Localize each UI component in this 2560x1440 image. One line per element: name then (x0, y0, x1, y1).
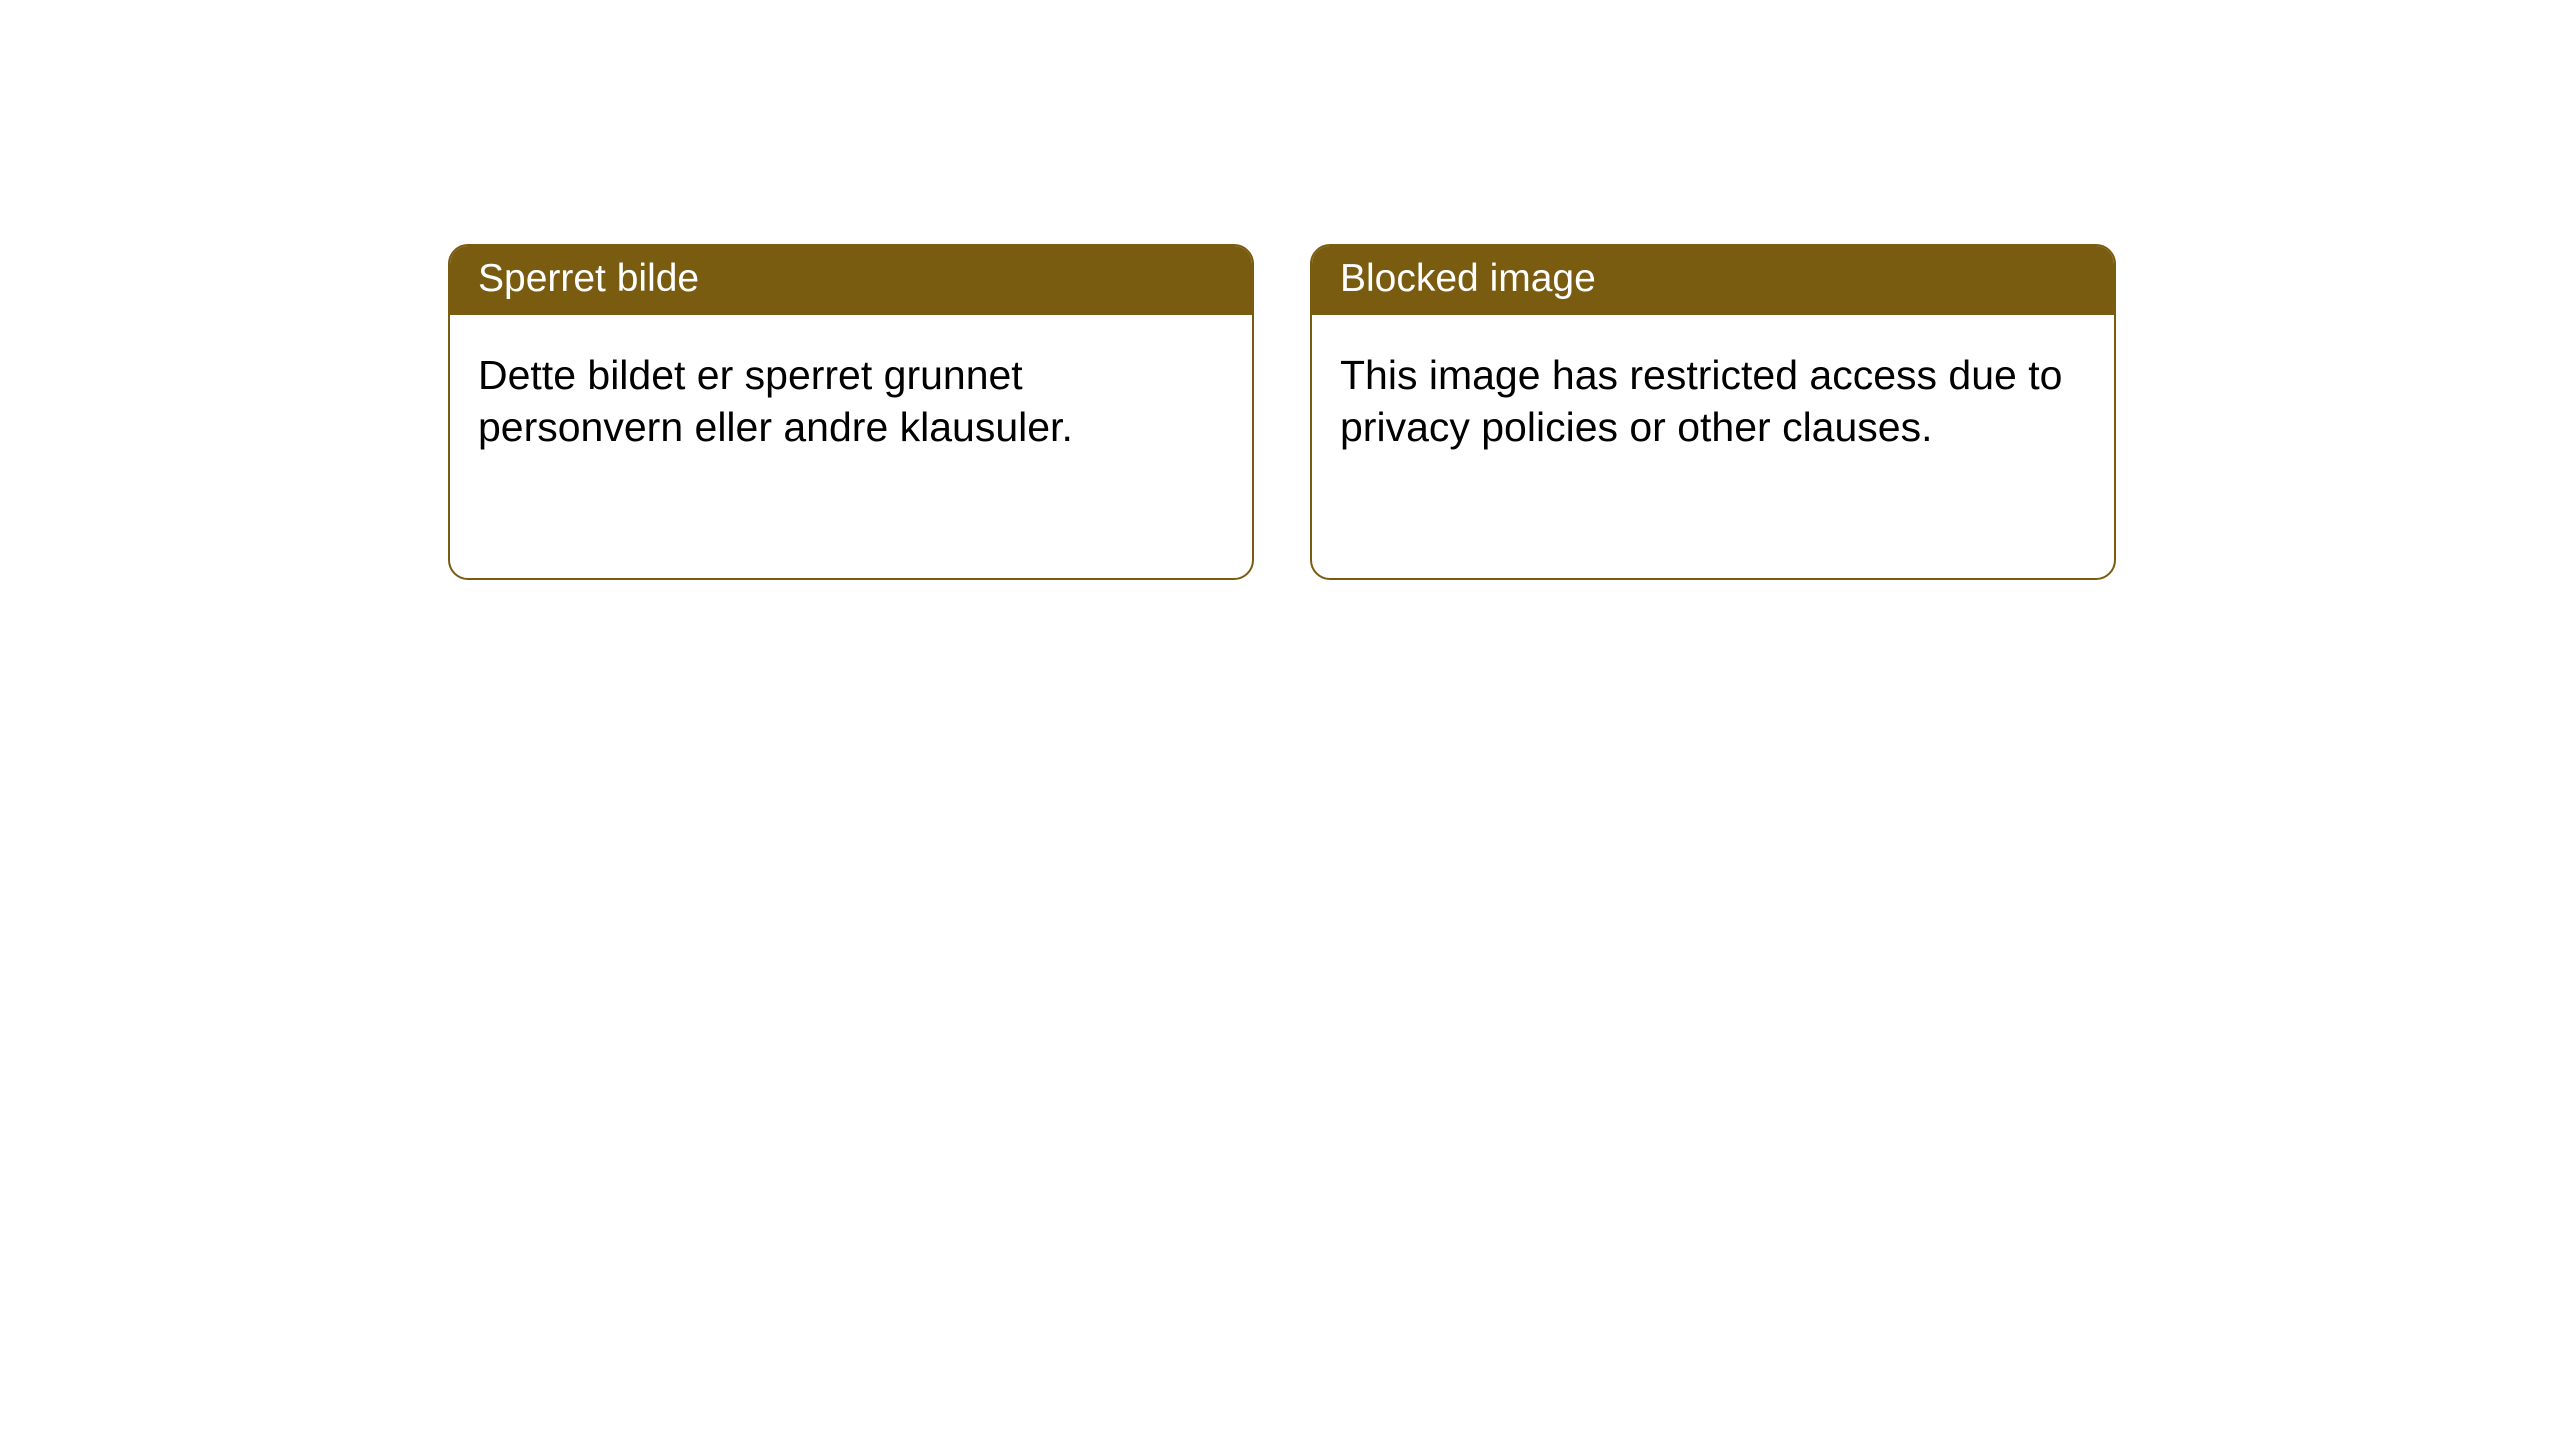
notice-body: This image has restricted access due to … (1312, 315, 2114, 482)
notice-container: Sperret bilde Dette bildet er sperret gr… (0, 0, 2560, 580)
notice-card-english: Blocked image This image has restricted … (1310, 244, 2116, 580)
notice-header: Sperret bilde (450, 246, 1252, 315)
notice-header: Blocked image (1312, 246, 2114, 315)
notice-card-norwegian: Sperret bilde Dette bildet er sperret gr… (448, 244, 1254, 580)
notice-body: Dette bildet er sperret grunnet personve… (450, 315, 1252, 482)
